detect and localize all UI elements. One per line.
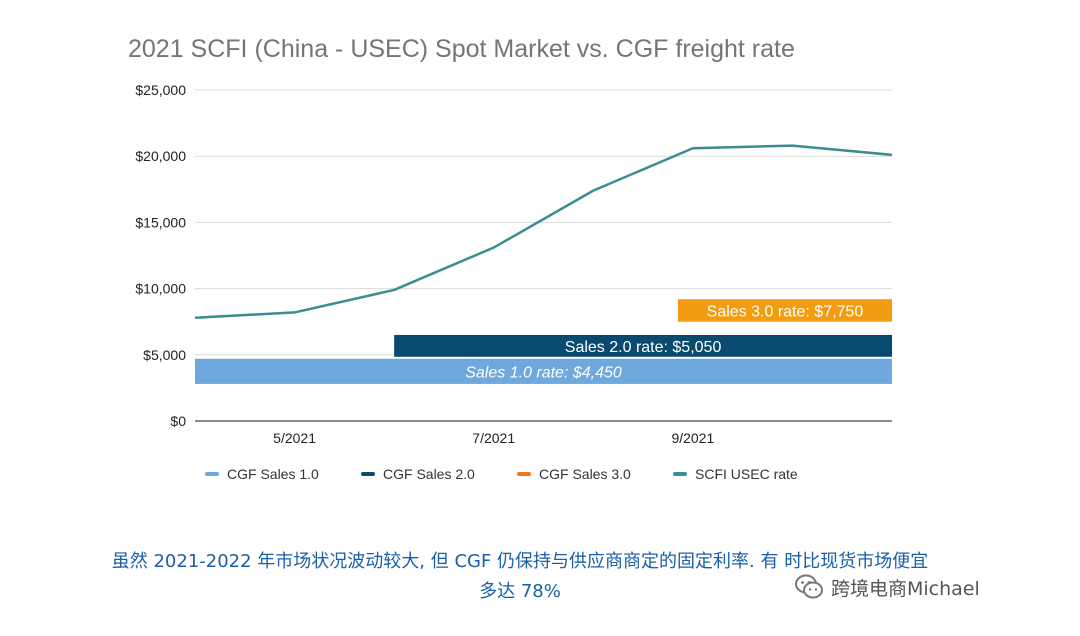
caption-line-1: 虽然 2021-2022 年市场状况波动较大, 但 CGF 仍保持与供应商商定的… xyxy=(111,551,929,572)
wechat-icon xyxy=(795,574,823,599)
rate-band-label: Sales 2.0 rate: $5,050 xyxy=(565,339,722,356)
series-lines xyxy=(194,144,893,319)
gridlines xyxy=(195,89,892,422)
legend: CGF Sales 1.0 CGF Sales 2.0 CGF Sales 3.0 S… xyxy=(205,466,798,482)
legend-label: CGF Sales 1.0 xyxy=(227,466,319,482)
scfi-usec-rate-line xyxy=(194,144,893,319)
rate-band-bar xyxy=(195,358,892,384)
legend-label: SCFI USEC rate xyxy=(695,466,798,482)
chart: 2021 SCFI (China - USEC) Spot Market vs.… xyxy=(128,35,893,482)
y-tick-label: $25,000 xyxy=(135,82,186,98)
rate-band-label: Sales 3.0 rate: $7,750 xyxy=(707,303,864,320)
watermark: 跨境电商Michael xyxy=(793,570,980,604)
y-tick-label: $10,000 xyxy=(135,281,186,297)
x-tick-label: 5/2021 xyxy=(273,430,316,446)
y-axis-ticks: $0 $5,000 $10,000 $15,000 $20,000 $25,000 xyxy=(135,82,186,429)
legend-swatch xyxy=(205,472,219,476)
chart-title: 2021 SCFI (China - USEC) Spot Market vs.… xyxy=(128,35,795,63)
rate-bands: Sales 1.0 rate: $4,450 Sales 2.0 rate: $5… xyxy=(195,299,892,384)
legend-swatch xyxy=(361,472,375,476)
y-tick-label: $5,000 xyxy=(143,347,186,363)
rate-band-bar xyxy=(677,299,892,322)
x-tick-label: 9/2021 xyxy=(671,430,714,446)
y-tick-label: $15,000 xyxy=(135,214,186,230)
x-axis-ticks: 5/2021 7/2021 9/2021 xyxy=(273,430,714,446)
y-tick-label: $0 xyxy=(170,413,186,429)
y-tick-label: $20,000 xyxy=(135,148,186,164)
x-tick-label: 7/2021 xyxy=(472,430,515,446)
rate-band-bar xyxy=(394,334,892,357)
rate-band-label: Sales 1.0 rate: $4,450 xyxy=(465,364,622,381)
caption-line-2: 多达 78% xyxy=(479,581,561,602)
legend-label: CGF Sales 3.0 xyxy=(539,466,631,482)
legend-label: CGF Sales 2.0 xyxy=(383,466,475,482)
watermark-text: 跨境电商Michael xyxy=(831,577,980,600)
legend-swatch xyxy=(517,472,531,476)
legend-swatch xyxy=(673,472,687,476)
